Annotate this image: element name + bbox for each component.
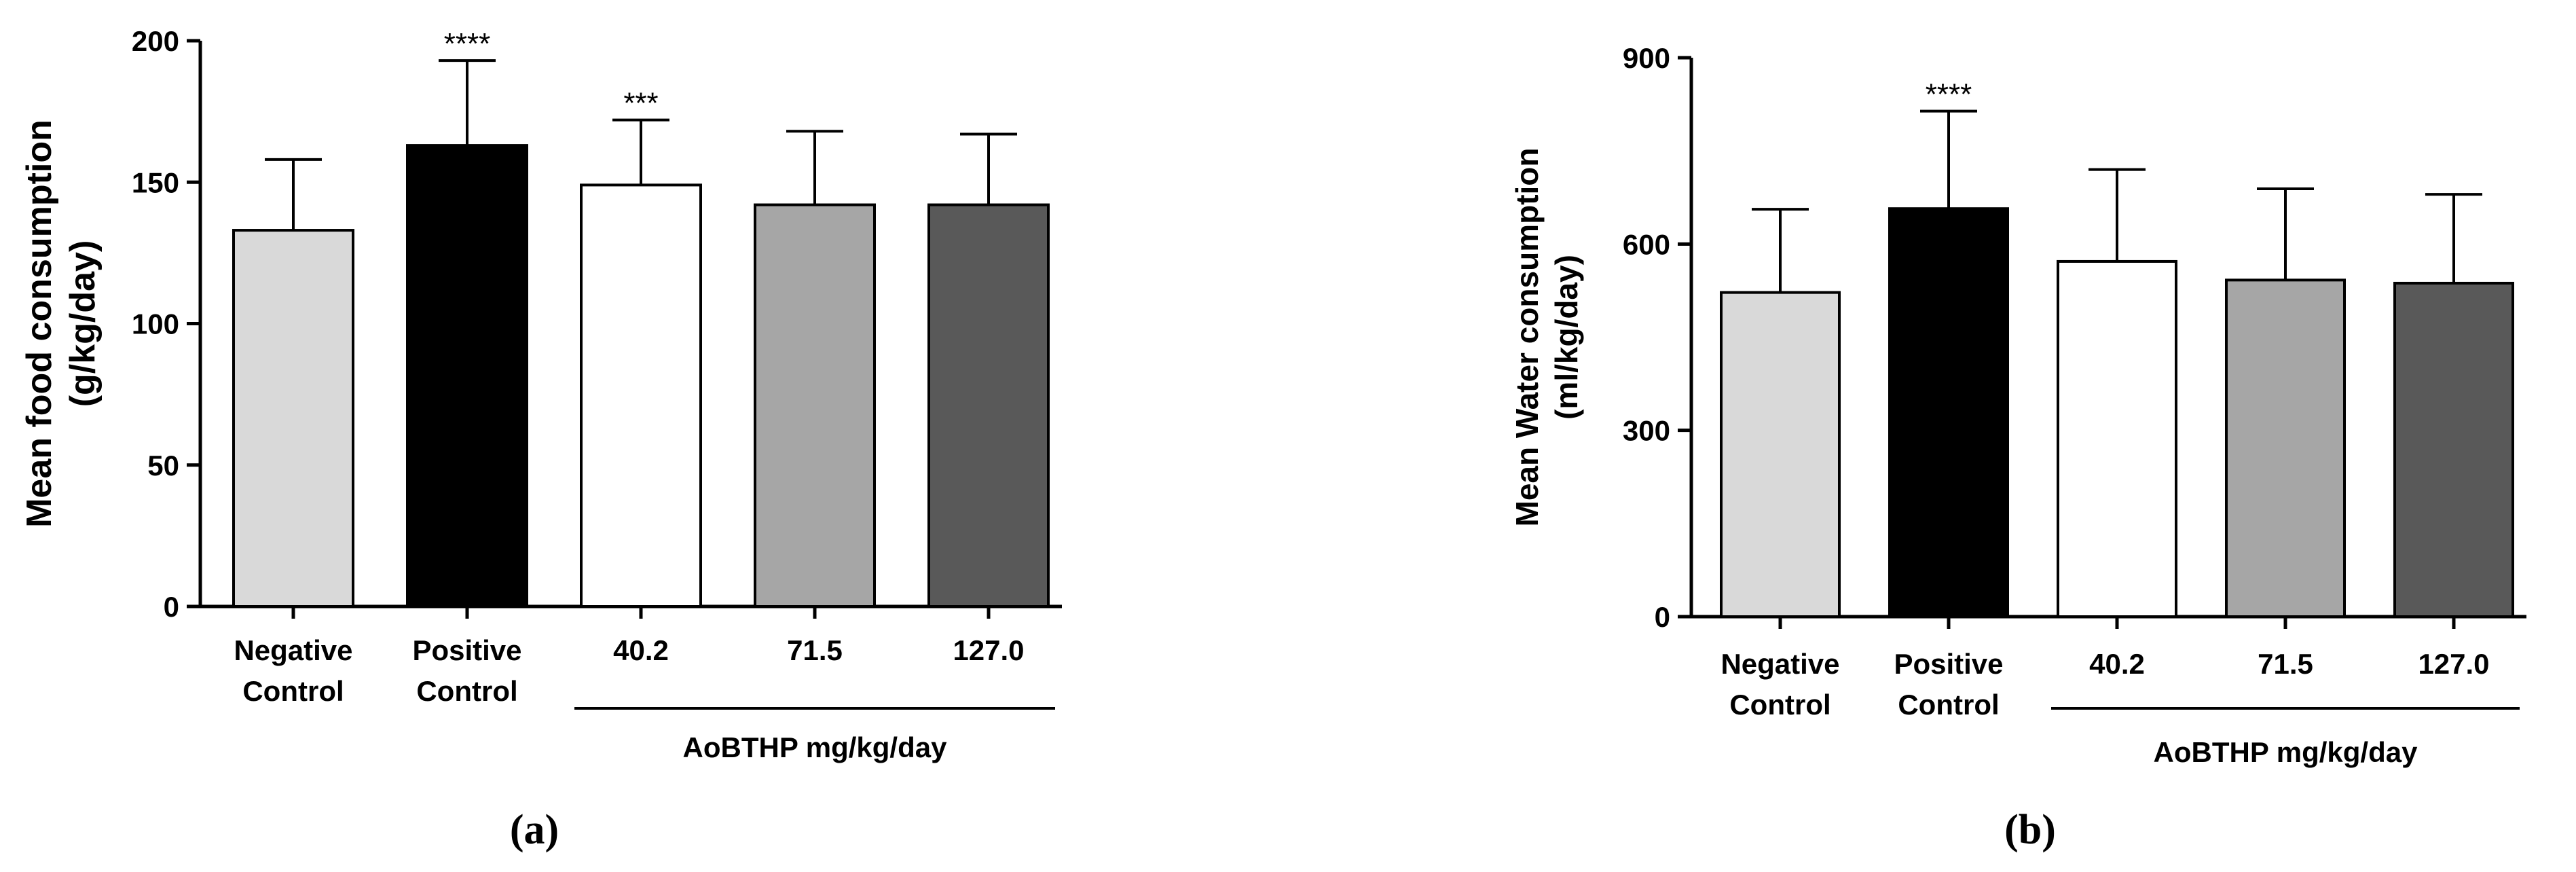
bar-3	[580, 183, 702, 608]
category-label: Control	[1729, 689, 1830, 721]
bar-3	[2057, 259, 2177, 618]
category-label: 127.0	[2418, 648, 2489, 680]
y-tick-label: 600	[1623, 228, 1670, 260]
y-axis-title: Mean Water consumption (ml/kg/day)	[1509, 148, 1584, 527]
category-label: 127.0	[953, 634, 1024, 666]
significance-label: ****	[1926, 78, 1972, 111]
category-label: Control	[242, 675, 344, 707]
group-label: AoBTHP mg/kg/day	[2154, 736, 2418, 768]
y-tick-label: 300	[1623, 415, 1670, 447]
y-tick-label: 200	[132, 25, 179, 57]
category-label: Positive	[1894, 648, 2003, 680]
y-axis-title: Mean food consumption (g/kg/day)	[20, 120, 103, 528]
bar-5	[2393, 281, 2514, 618]
chart-panel-a: 0 50 100 150 200 Mean food consumption (g/kg/d…	[20, 25, 1062, 853]
y-tick-label: 0	[1655, 601, 1670, 633]
bar-5	[927, 203, 1050, 608]
y-tick-label: 50	[147, 450, 179, 482]
category-label: Negative	[234, 634, 352, 666]
significance-label: ****	[444, 27, 491, 60]
category-label: Positive	[412, 634, 521, 666]
chart-panel-b: 0 300 600 900 Mean Water consumption (ml/kg/d…	[1509, 42, 2526, 853]
category-label: Control	[1898, 689, 1999, 721]
bar-2	[406, 144, 528, 608]
y-tick-label: 0	[164, 591, 179, 623]
bar-4	[754, 203, 876, 608]
category-label: 40.2	[2089, 648, 2145, 680]
group-label: AoBTHP mg/kg/day	[683, 731, 948, 763]
category-label: 71.5	[2258, 648, 2313, 680]
bar-1	[1720, 291, 1841, 618]
y-axis-title-line: (ml/kg/day)	[1549, 255, 1584, 420]
significance-label: ***	[623, 87, 658, 120]
y-axis-title-line: Mean Water consumption	[1509, 148, 1545, 527]
y-axis-title-line: (g/kg/day)	[63, 240, 103, 407]
y-tick-label: 150	[132, 166, 179, 198]
bar-2	[1888, 207, 2009, 618]
category-label: Negative	[1721, 648, 1839, 680]
bar-1	[232, 229, 354, 608]
category-label: 40.2	[613, 634, 669, 666]
y-tick-label: 900	[1623, 42, 1670, 74]
category-label: 71.5	[787, 634, 843, 666]
panel-label: (a)	[510, 807, 559, 853]
y-axis-title-line: Mean food consumption	[20, 120, 59, 528]
panel-label: (b)	[2004, 807, 2056, 853]
y-tick-label: 100	[132, 308, 179, 340]
bar-4	[2225, 278, 2346, 618]
category-label: Control	[416, 675, 517, 707]
